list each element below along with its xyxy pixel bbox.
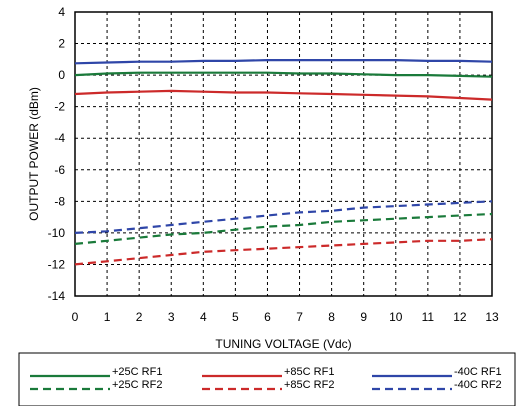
y-tick-label: -4 <box>54 131 65 145</box>
legend-label-1: +25C RF2 <box>112 379 162 391</box>
x-tick-label: 9 <box>360 310 367 324</box>
series-line-2 <box>74 89 493 101</box>
legend: +25C RF1+25C RF2 +85C RF1+85C RF2 -40C RF1… <box>30 366 502 391</box>
x-tick-label: 8 <box>328 310 335 324</box>
legend-label-4: -40C RF1 <box>454 366 502 378</box>
legend-frame <box>18 352 516 406</box>
y-tick-label: -8 <box>54 194 65 208</box>
y-axis-label: OUTPUT POWER (dBm) <box>27 87 41 221</box>
y-tick-labels: 4 2 0 -2 -4 -6 -8 -10 -12 -14 <box>48 5 66 303</box>
y-tick-label: -12 <box>48 257 66 271</box>
y-tick-label: 0 <box>58 68 65 82</box>
x-tick-labels: 0 1 2 3 4 5 6 7 8 9 10 11 12 13 <box>72 310 499 324</box>
legend-label-0: +25C RF1 <box>112 366 162 378</box>
series-line-3 <box>74 238 493 266</box>
series-lines <box>74 58 493 266</box>
y-tick-label: -6 <box>54 163 65 177</box>
x-tick-label: 1 <box>104 310 111 324</box>
x-tick-label: 2 <box>136 310 143 324</box>
x-tick-label: 10 <box>389 310 403 324</box>
plot-frame <box>74 11 493 297</box>
y-tick-label: -10 <box>48 226 66 240</box>
y-tick-label: 2 <box>58 37 65 51</box>
legend-label-3: +85C RF2 <box>284 379 334 391</box>
x-tick-label: 6 <box>264 310 271 324</box>
legend-label-5: -40C RF2 <box>454 379 502 391</box>
x-axis-label: TUNING VOLTAGE (Vdc) <box>215 337 351 351</box>
x-tick-label: 0 <box>72 310 79 324</box>
x-tick-label: 13 <box>485 310 499 324</box>
grid-lines <box>75 12 492 296</box>
y-tick-label: -2 <box>54 100 65 114</box>
x-tick-label: 3 <box>168 310 175 324</box>
legend-label-2: +85C RF1 <box>284 366 334 378</box>
y-tick-label: -14 <box>48 289 66 303</box>
series-line-4 <box>74 58 493 65</box>
series-line-1 <box>74 212 493 245</box>
series-line-0 <box>74 71 493 78</box>
y-tick-label: 4 <box>58 5 65 19</box>
x-tick-label: 4 <box>200 310 207 324</box>
x-tick-label: 5 <box>232 310 239 324</box>
x-tick-label: 11 <box>422 310 435 324</box>
x-tick-label: 7 <box>296 310 303 324</box>
series-line-5 <box>74 200 493 234</box>
x-tick-label: 12 <box>453 310 467 324</box>
